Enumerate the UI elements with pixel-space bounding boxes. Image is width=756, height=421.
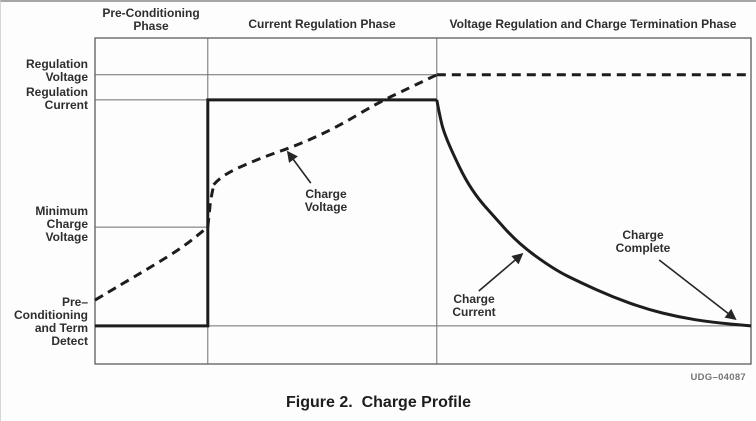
charge-current-curve [95,98,752,328]
plot-border [94,37,752,365]
annotation-charge-complete: Charge Complete [615,228,671,255]
charge-complete-arrow [658,259,737,321]
annotation-charge-voltage: Charge Voltage [304,187,348,214]
drawing-number: UDG–04087 [690,372,746,383]
charge-voltage-arrow [286,150,312,184]
axis-label-minimum-charge-voltage: Minimum Charge Voltage [35,204,88,244]
charge-current-arrow [478,253,524,292]
figure-caption: Figure 2. Charge Profile [286,394,471,411]
annotation-charge-current: Charge Current [452,292,496,319]
phase-label-current-regulation: Current Regulation Phase [248,17,396,31]
phase-label-preconditioning: Pre-Conditioning Phase [102,6,200,33]
axis-label-regulation-voltage: Regulation Voltage [26,57,88,84]
axis-label-regulation-current: Regulation Current [26,85,88,112]
charge-voltage-curve [94,73,751,302]
phase-label-voltage-regulation-termination: Voltage Regulation and Charge Terminatio… [449,17,737,31]
axis-label-preconditioning-term-detect: Pre– Conditioning and Term Detect [14,295,88,348]
